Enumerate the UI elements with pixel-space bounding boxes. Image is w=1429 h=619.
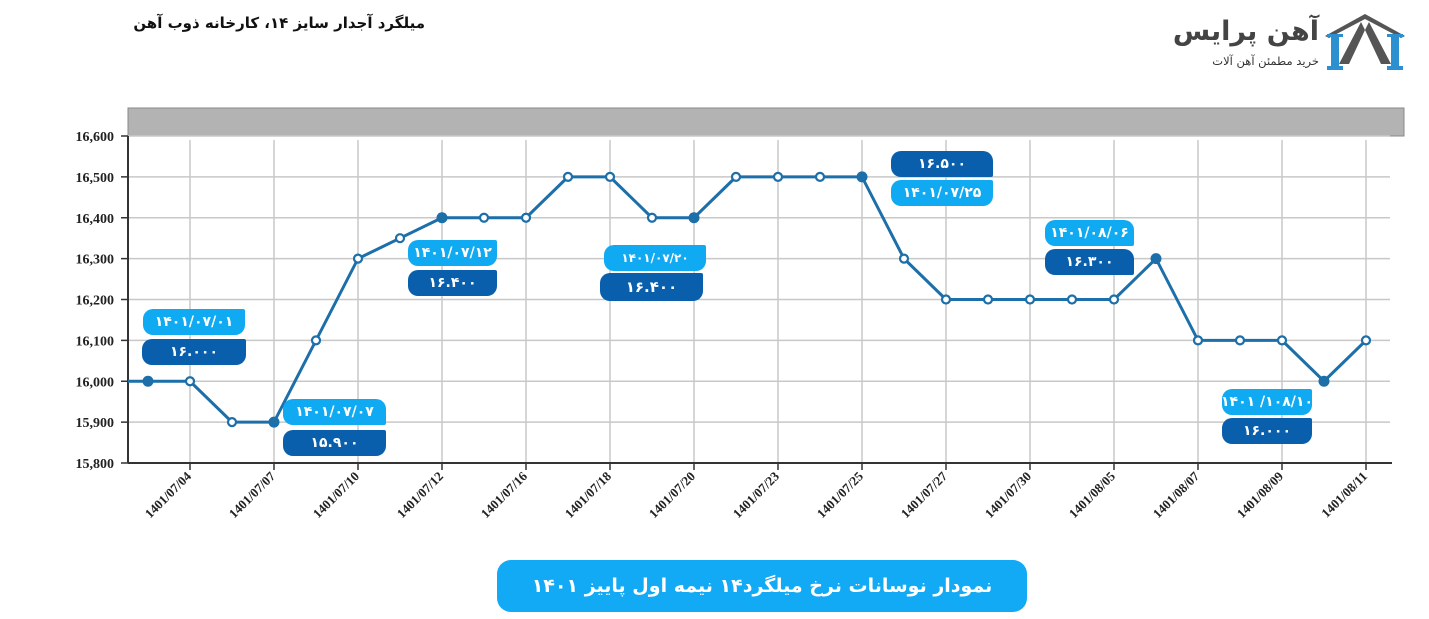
x-tick-label: 1401/07/23 <box>730 468 783 521</box>
data-point-marker <box>520 212 532 223</box>
y-axis-labels: 16,600 16,500 16,400 16,300 16,200 16,100 16,0… <box>76 130 115 472</box>
annotation-value: ۱۶.۰۰۰ <box>1222 418 1312 444</box>
data-point-marker <box>1318 375 1330 387</box>
annotation-date: ۱۴۰۱/۰۸/۰۶ <box>1045 220 1134 246</box>
data-point-marker <box>436 212 448 224</box>
data-point-marker <box>856 171 868 183</box>
brand-logo[interactable]: آهن پرایس خرید مطمئن آهن آلات <box>1173 14 1405 74</box>
annotation-date: ۱۴۰۱/۰۷/۲۵ <box>891 180 993 206</box>
x-tick-label: 1401/07/12 <box>394 469 446 521</box>
annotation-date: ۱۴۰۱ /۱۰۸/۱۰ <box>1221 389 1312 415</box>
annotation-value: ۱۶.۵۰۰ <box>891 151 993 177</box>
x-tick-label: 1401/08/09 <box>1234 468 1287 521</box>
y-tick-label: 16,500 <box>76 171 115 186</box>
annotation-value: ۱۵.۹۰۰ <box>283 430 386 456</box>
x-tick-label: 1401/07/07 <box>226 468 279 521</box>
data-point-marker <box>226 417 238 428</box>
data-point-marker <box>772 171 784 182</box>
data-point-marker <box>1150 253 1162 265</box>
annotation-value: ۱۶.۴۰۰ <box>408 270 497 296</box>
data-point-marker <box>814 171 826 182</box>
x-tick-label: 1401/07/27 <box>898 468 951 521</box>
y-tick-label: 15,900 <box>76 416 115 431</box>
annotation-date: ۱۴۰۱/۰۷/۰۷ <box>283 399 386 425</box>
data-points <box>142 171 1372 428</box>
data-point-marker <box>1108 294 1120 305</box>
data-point-marker <box>142 375 154 387</box>
annotation-date: ۱۴۰۱/۰۷/۲۰ <box>604 245 706 271</box>
y-tick-label: 16,200 <box>76 294 115 309</box>
y-tick-label: 16,100 <box>76 334 115 349</box>
data-point-marker <box>1234 335 1246 346</box>
y-tick-label: 16,400 <box>76 212 115 227</box>
chart-subtitle: میلگرد آجدار سایز ۱۴، کارخانه ذوب آهن <box>133 14 425 32</box>
data-point-marker <box>982 294 994 305</box>
annotation-date: ۱۴۰۱/۰۷/۰۱ <box>143 309 245 335</box>
data-point-marker <box>898 253 910 264</box>
y-tick-label: 16,300 <box>76 253 115 268</box>
logo-tagline: خرید مطمئن آهن آلات <box>1212 54 1319 68</box>
annotation-date: ۱۴۰۱/۰۷/۱۲ <box>408 240 497 266</box>
x-tick-label: 1401/07/30 <box>982 469 1034 521</box>
line-chart: 16,600 16,500 16,400 16,300 16,200 16,100 16,0… <box>76 107 1405 521</box>
data-point-marker <box>1066 294 1078 305</box>
y-tick-label: 16,600 <box>76 130 115 145</box>
x-tick-label: 1401/08/05 <box>1066 468 1119 521</box>
data-point-marker <box>940 294 952 305</box>
data-point-marker <box>310 335 322 346</box>
data-point-marker <box>1024 294 1036 305</box>
data-point-marker <box>478 212 490 223</box>
annotation-value: ۱۶.۳۰۰ <box>1045 249 1134 275</box>
x-tick-label: 1401/07/25 <box>814 468 867 521</box>
steel-beam-roof-logo-icon <box>1325 14 1405 70</box>
data-point-marker <box>688 212 700 224</box>
x-tick-label: 1401/08/07 <box>1150 468 1203 521</box>
data-point-marker <box>1360 335 1372 346</box>
data-point-marker <box>268 416 280 428</box>
annotation-value: ۱۶.۴۰۰ <box>600 273 703 301</box>
data-point-marker <box>646 212 658 223</box>
chart-title: نمودار نوسانات نرخ میلگرد۱۴ نیمه اول پای… <box>497 560 1027 612</box>
data-point-marker <box>562 171 574 182</box>
x-tick-label: 1401/07/18 <box>562 468 615 521</box>
chart-axes <box>121 135 1392 470</box>
x-tick-label: 1401/07/20 <box>646 469 698 521</box>
data-point-marker <box>730 171 742 182</box>
annotation-value: ۱۶.۰۰۰ <box>142 339 246 365</box>
y-tick-label: 15,800 <box>76 457 115 472</box>
y-tick-label: 16,000 <box>76 375 115 390</box>
data-point-marker <box>184 376 196 387</box>
x-axis-labels: 1401/07/04 1401/07/07 1401/07/10 1401/07/12… <box>142 468 1370 521</box>
x-tick-label: 1401/08/11 <box>1318 469 1370 521</box>
chart-header-band <box>127 107 1405 137</box>
data-point-marker <box>1276 335 1288 346</box>
data-point-marker <box>604 171 616 182</box>
data-point-marker <box>352 253 364 264</box>
logo-name: آهن پرایس <box>1172 16 1319 47</box>
x-tick-label: 1401/07/16 <box>478 468 531 521</box>
x-tick-label: 1401/07/10 <box>310 469 362 521</box>
data-point-marker <box>1192 335 1204 346</box>
x-tick-label: 1401/07/04 <box>142 468 195 521</box>
data-point-marker <box>394 233 406 244</box>
